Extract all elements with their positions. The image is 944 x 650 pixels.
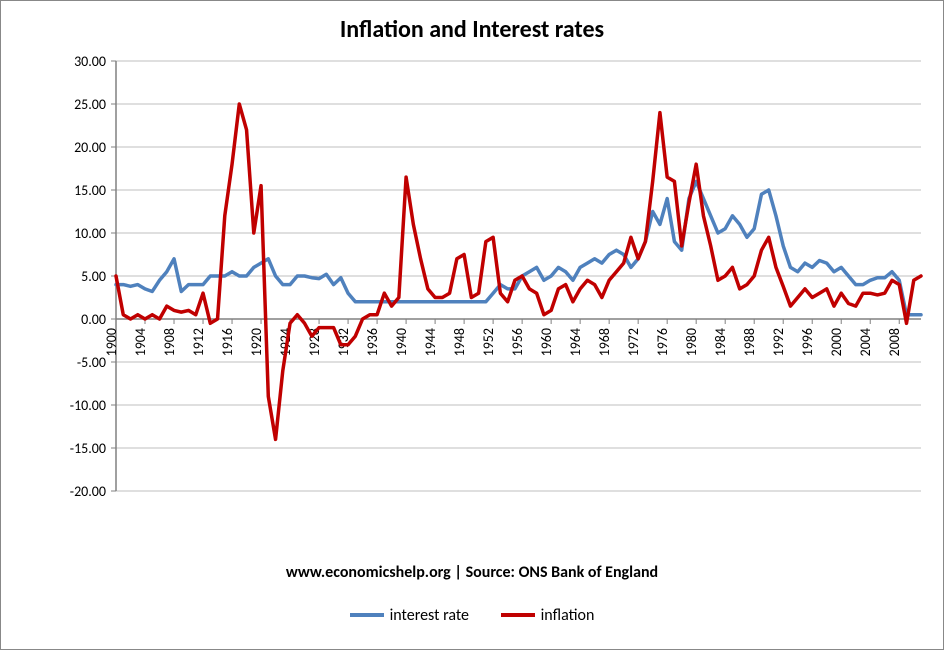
series-inflation — [116, 104, 921, 439]
x-tick-label: 1996 — [799, 328, 816, 356]
y-tick-label: 5.00 — [81, 268, 106, 285]
x-tick-label: 1968 — [596, 328, 613, 356]
x-tick-label: 1960 — [538, 328, 555, 356]
x-tick-label: 1992 — [770, 328, 787, 356]
x-tick-label: 1976 — [654, 328, 671, 356]
x-tick-label: 1900 — [103, 328, 120, 356]
legend-swatch-inflation — [501, 613, 535, 617]
x-tick-label: 1940 — [393, 328, 410, 356]
x-tick-label: 1916 — [219, 328, 236, 356]
y-tick-label: 15.00 — [74, 182, 106, 199]
legend-label-inflation: inflation — [541, 606, 595, 625]
x-tick-label: 1948 — [451, 328, 468, 356]
chart-frame: Inflation and Interest rates -20.00-15.0… — [0, 0, 944, 650]
x-tick-label: 1980 — [683, 328, 700, 356]
plot-area: -20.00 -15.00 -10.00 -5.00 0.00 5.00 10.00 15.0… — [1, 1, 944, 561]
x-tick-label: 2000 — [828, 328, 845, 356]
x-tick-label: 1964 — [567, 328, 584, 356]
y-tick-label: 20.00 — [74, 139, 106, 156]
x-tick-label: 1972 — [625, 328, 642, 356]
chart-footer-text: www.economicshelp.org | Source: ONS Bank… — [286, 563, 658, 582]
legend-item-inflation: inflation — [501, 606, 595, 625]
x-tick-label: 1984 — [712, 328, 729, 356]
x-tick-label: 1952 — [480, 328, 497, 356]
y-tick-label: 30.00 — [74, 53, 106, 70]
x-tick-label: 1912 — [190, 328, 207, 356]
x-tick-label: 1904 — [132, 328, 149, 356]
y-tick-label: -5.00 — [77, 354, 106, 371]
y-tick-label: 25.00 — [74, 96, 106, 113]
x-tick-label: 1936 — [364, 328, 381, 356]
y-tick-label: 0.00 — [81, 311, 106, 328]
x-tick-label: 2004 — [857, 328, 874, 356]
y-tick-label: -20.00 — [70, 483, 106, 500]
x-tick-label: 1944 — [422, 328, 439, 356]
legend-swatch-interest-rate — [350, 613, 384, 617]
legend-item-interest-rate: interest rate — [350, 606, 469, 625]
chart-footer: www.economicshelp.org | Source: ONS Bank… — [1, 563, 943, 582]
x-tick-label: 2008 — [886, 328, 903, 356]
x-tick-label: 1988 — [741, 328, 758, 356]
y-tick-label: 10.00 — [74, 225, 106, 242]
x-tick-label: 1956 — [509, 328, 526, 356]
legend-label-interest-rate: interest rate — [390, 606, 469, 625]
y-tick-label: -15.00 — [70, 440, 106, 457]
x-tick-label: 1908 — [161, 328, 178, 356]
legend: interest rate inflation — [1, 603, 943, 625]
x-tick-label: 1920 — [248, 328, 265, 356]
y-tick-label: -10.00 — [70, 397, 106, 414]
